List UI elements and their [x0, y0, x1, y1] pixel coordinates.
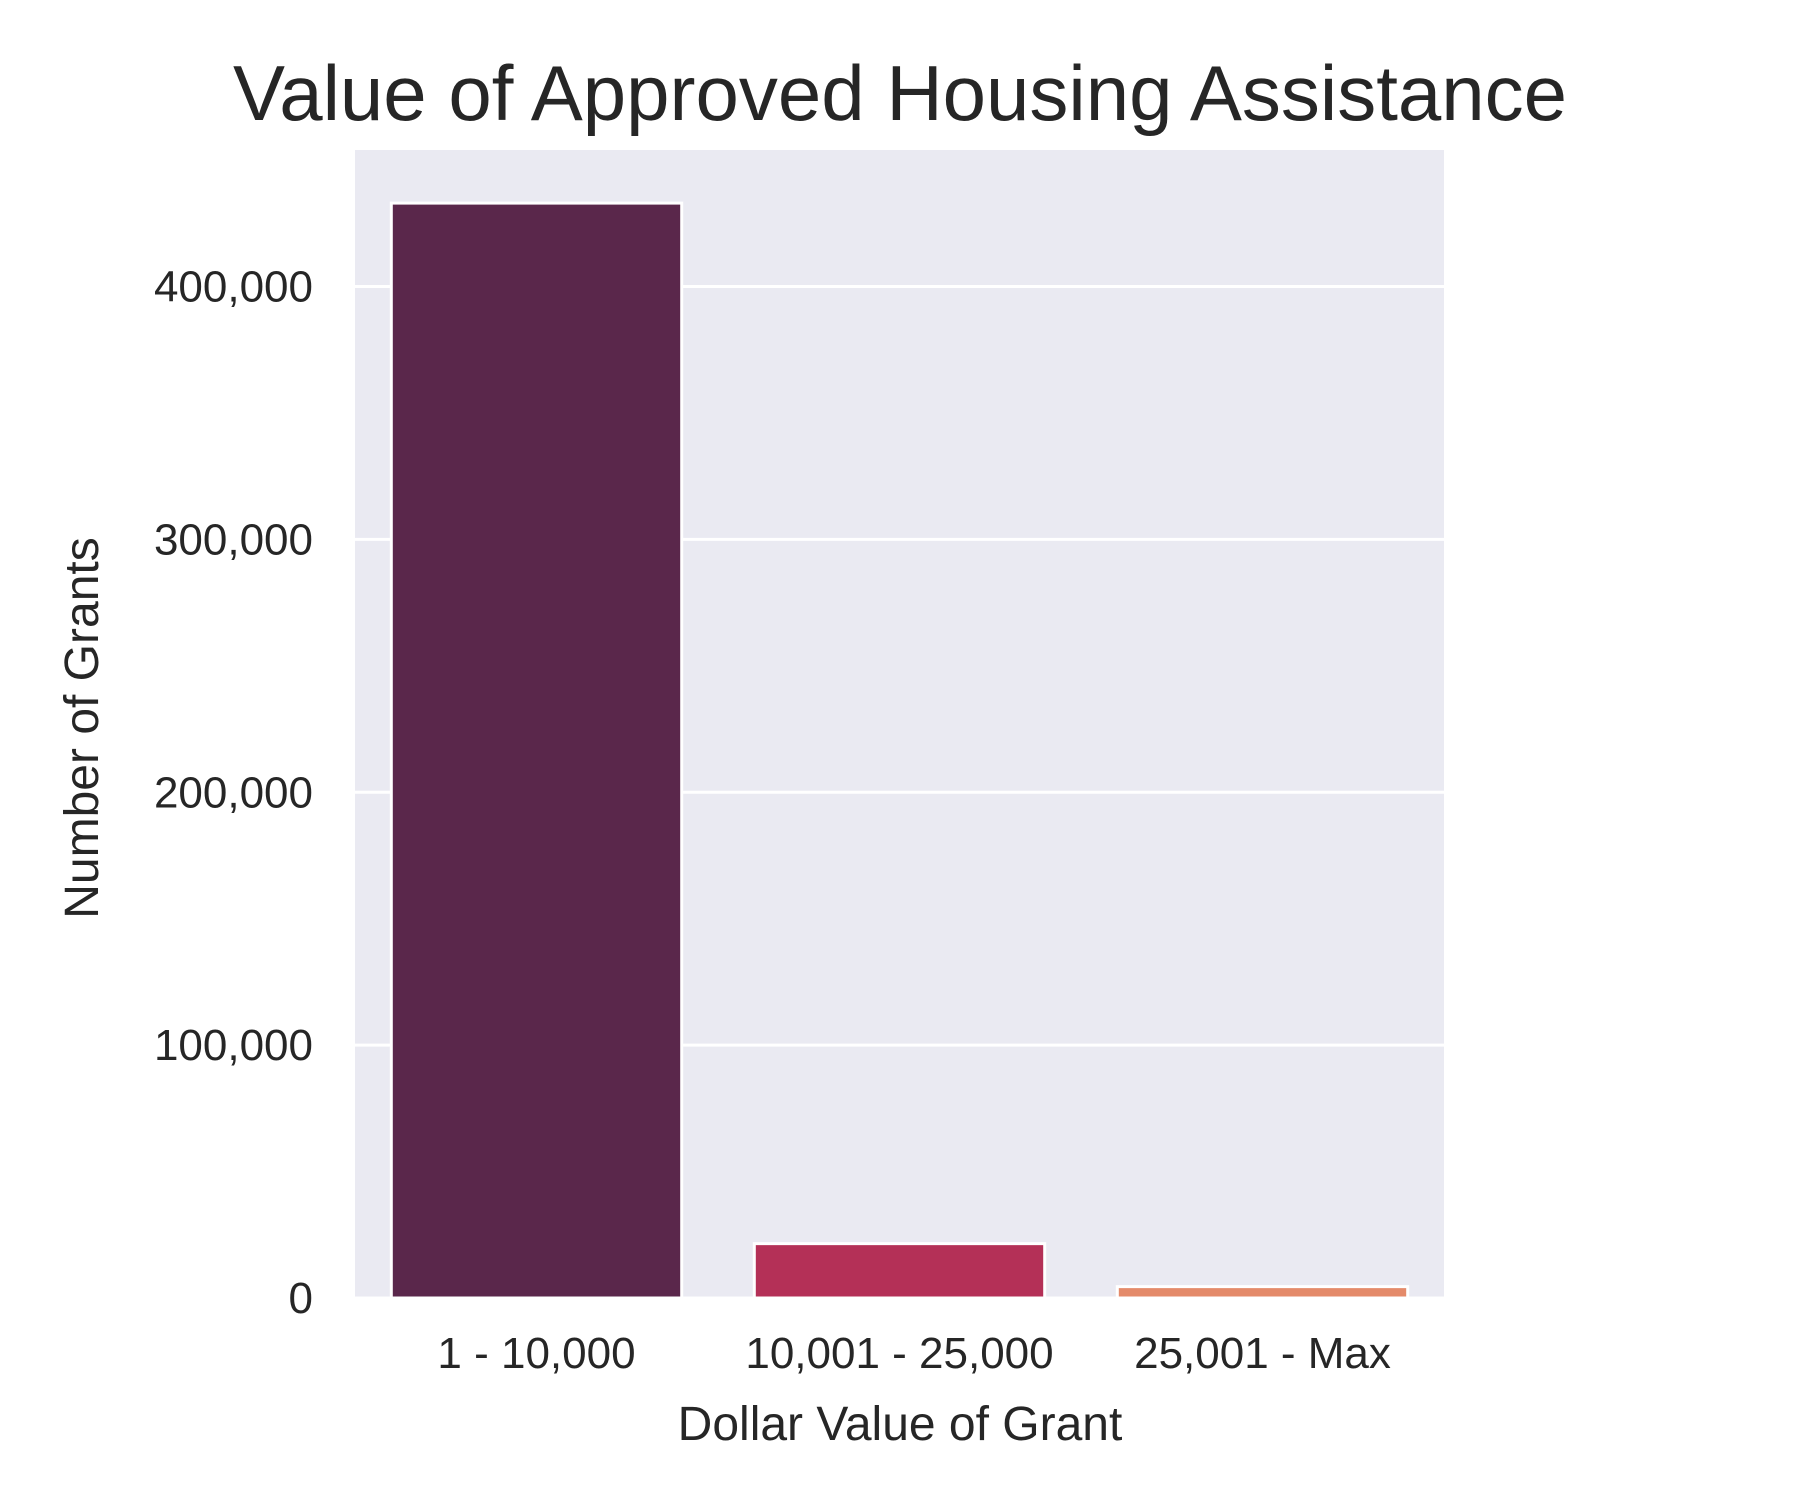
chart-title: Value of Approved Housing Assistance: [233, 49, 1567, 137]
y-axis-label: Number of Grants: [56, 537, 109, 918]
bar-2: [752, 1242, 1047, 1300]
y-tick-label: 200,000: [154, 768, 313, 817]
bar-layer: [389, 201, 1410, 1300]
y-tick-labels: 0 100,000 200,000 300,000 400,000: [154, 263, 313, 1323]
y-tick-label: 300,000: [154, 515, 313, 564]
bar-1: [389, 201, 684, 1300]
y-tick-label: 400,000: [154, 263, 313, 312]
x-tick-label: 1 - 10,000: [437, 1329, 635, 1378]
y-tick-label: 0: [289, 1274, 313, 1323]
y-tick-label: 100,000: [154, 1021, 313, 1070]
bar-3: [1115, 1285, 1410, 1300]
x-tick-label: 25,001 - Max: [1134, 1329, 1391, 1378]
x-tick-labels: 1 - 10,000 10,001 - 25,000 25,001 - Max: [437, 1329, 1390, 1378]
x-axis-label: Dollar Value of Grant: [678, 1398, 1123, 1451]
x-tick-label: 10,001 - 25,000: [745, 1329, 1053, 1378]
